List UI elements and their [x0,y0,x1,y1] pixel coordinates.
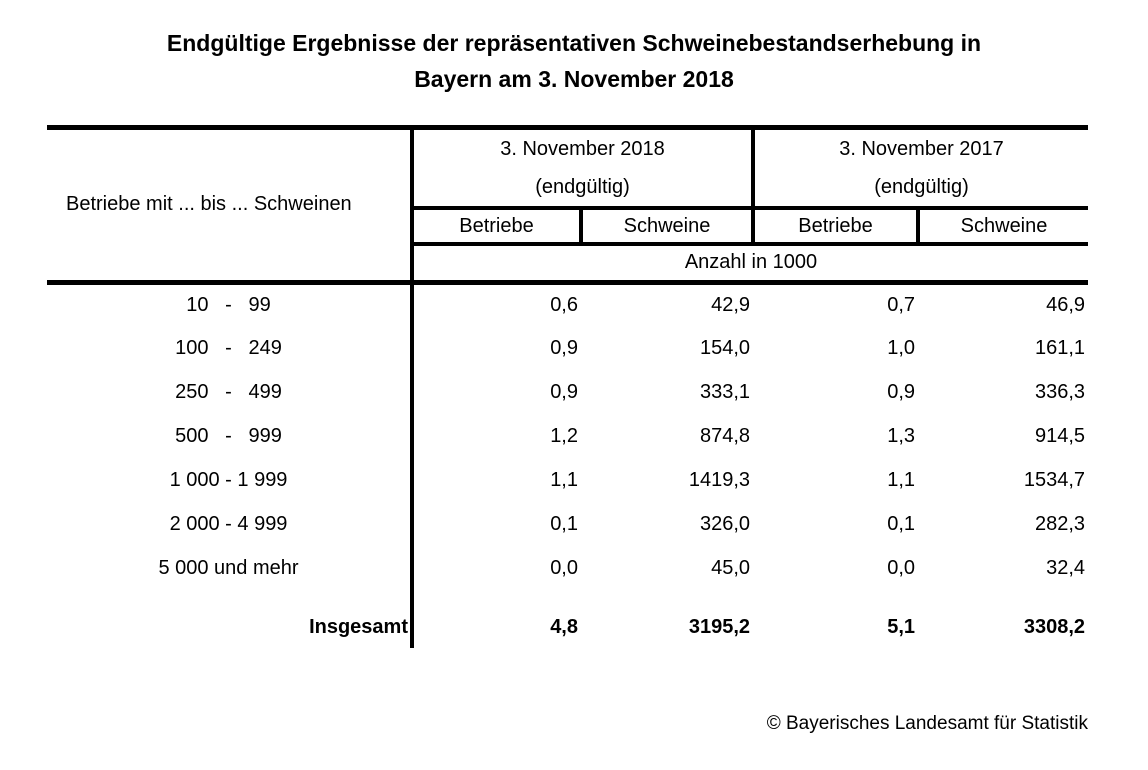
cell-betriebe-2017: 1,1 [887,468,916,491]
cell-schweine-2017: 336,3 [1034,380,1086,403]
page-title-line1: Endgültige Ergebnisse der repräsentative… [166,30,982,56]
subheader-betriebe-2017: Betriebe [753,208,921,246]
row-label: 500 - 999 [47,414,414,458]
cell-schweine-2018: 45,0 [711,556,751,579]
cell-schweine-2017: 161,1 [1034,336,1086,359]
subheader-schweine-2018: Schweine [581,208,756,246]
total-row: Insgesamt 4,8 3195,2 5,1 3308,2 [47,590,1088,648]
table-row: 1 000 - 1 999 1,1 1419,3 1,1 1534,7 [47,458,1088,502]
page-title: Endgültige Ergebnisse der repräsentative… [0,25,1148,97]
subheader-schweine-2017: Schweine [918,208,1089,246]
cell-schweine-2017: 914,5 [1034,424,1086,447]
cell-betriebe-2018: 0,1 [550,512,578,535]
cell-schweine-2017: 282,3 [1034,512,1086,535]
statistics-table: Betriebe mit ... bis ... Schweinen 3. No… [47,125,1089,648]
cell-betriebe-2018: 0,9 [550,336,578,359]
table-row: 10 - 99 0,6 42,9 0,7 46,9 [47,282,1088,326]
cell-betriebe-2018: 0,6 [550,293,578,316]
row-label: 2 000 - 4 999 [47,502,414,546]
cell-betriebe-2017: 0,9 [887,380,916,403]
header-sub-row: Betriebe Schweine Betriebe Schweine [47,208,1089,246]
table-row: 5 000 und mehr 0,0 45,0 0,0 32,4 [47,546,1088,590]
copyright-notice: © Bayerisches Landesamt für Statistik [766,713,1088,734]
column-group-2018-sublabel: (endgültig) [535,176,630,198]
cell-betriebe-2018: 1,1 [550,468,578,491]
cell-betriebe-2017: 1,0 [887,336,916,359]
row-header-cell: Betriebe mit ... bis ... Schweinen [47,127,414,285]
row-label: 5 000 und mehr [47,546,414,590]
cell-schweine-2018: 874,8 [699,424,751,447]
column-group-2017-label: 3. November 2017 [839,138,1004,160]
cell-betriebe-2018: 0,9 [550,380,578,403]
subheader-betriebe-2018: Betriebe [412,208,583,246]
table-row: 2 000 - 4 999 0,1 326,0 0,1 282,3 [47,502,1088,546]
row-label: 250 - 499 [47,370,414,414]
cell-betriebe-2018: 1,2 [550,424,578,447]
row-label: 100 - 249 [47,326,414,370]
header-unit-row: Anzahl in 1000 [47,244,1089,285]
cell-betriebe-2017: 0,1 [887,512,916,535]
cell-schweine-2017: 32,4 [1046,556,1086,579]
total-schweine-2017: 3308,2 [1023,616,1086,638]
table-row: 100 - 249 0,9 154,0 1,0 161,1 [47,326,1088,370]
cell-schweine-2017: 1534,7 [1023,468,1086,491]
page-title-line2: Bayern am 3. November 2018 [414,66,734,92]
cell-betriebe-2017: 0,7 [887,293,916,316]
column-group-2017: 3. November 2017 (endgültig) [753,127,1089,210]
unit-label: Anzahl in 1000 [412,244,1089,285]
cell-schweine-2017: 46,9 [1046,293,1086,316]
cell-schweine-2018: 1419,3 [688,468,751,491]
cell-schweine-2018: 326,0 [699,512,751,535]
column-group-2017-sublabel: (endgültig) [874,176,969,198]
column-group-2018: 3. November 2018 (endgültig) [412,127,756,210]
total-schweine-2018: 3195,2 [688,616,751,638]
total-betriebe-2017: 5,1 [887,616,916,638]
row-label: 1 000 - 1 999 [47,458,414,502]
column-group-2018-label: 3. November 2018 [500,138,665,160]
cell-schweine-2018: 333,1 [699,380,751,403]
table-row: 500 - 999 1,2 874,8 1,3 914,5 [47,414,1088,458]
cell-schweine-2018: 42,9 [711,293,751,316]
table-row: 250 - 499 0,9 333,1 0,9 336,3 [47,370,1088,414]
header-group-row: Betriebe mit ... bis ... Schweinen 3. No… [47,127,1089,285]
cell-betriebe-2017: 0,0 [887,556,916,579]
cell-betriebe-2018: 0,0 [550,556,578,579]
cell-betriebe-2017: 1,3 [887,424,916,447]
cell-schweine-2018: 154,0 [699,336,751,359]
total-row-label: Insgesamt [47,590,414,648]
total-betriebe-2018: 4,8 [550,616,578,638]
row-label: 10 - 99 [47,282,414,326]
